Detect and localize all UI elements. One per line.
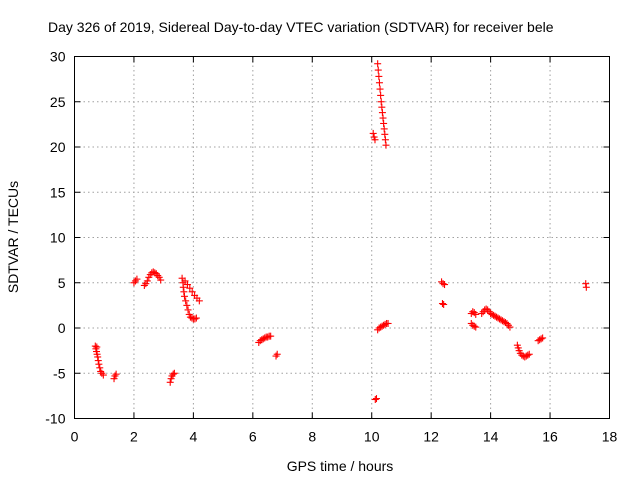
data-point <box>192 314 200 322</box>
data-point <box>382 141 390 149</box>
y-tick-label: 10 <box>50 230 66 246</box>
data-point <box>379 114 387 122</box>
data-point <box>261 334 269 342</box>
data-point <box>381 130 389 138</box>
data-points <box>91 60 590 403</box>
data-point <box>179 283 187 291</box>
y-axis-label: SDTVAR / TECUs <box>5 181 21 293</box>
x-tick-label: 6 <box>249 429 257 445</box>
y-tick-label: 20 <box>50 139 66 155</box>
y-tick-label: 30 <box>50 49 66 65</box>
data-point <box>371 395 379 403</box>
x-axis-label: GPS time / hours <box>287 458 394 474</box>
data-point <box>369 129 377 137</box>
data-point <box>184 306 192 314</box>
y-tick-label: 25 <box>50 94 66 110</box>
data-point <box>377 91 385 99</box>
data-point <box>272 352 280 360</box>
x-tick-label: 18 <box>602 429 618 445</box>
chart-title: Day 326 of 2019, Sidereal Day-to-day VTE… <box>48 19 554 35</box>
data-point <box>182 297 190 305</box>
data-point <box>181 277 189 285</box>
data-point <box>166 378 174 386</box>
data-point <box>375 72 383 80</box>
grid-lines <box>74 56 610 419</box>
axis-ticks <box>74 56 610 419</box>
data-point <box>582 280 590 288</box>
data-point <box>267 332 275 340</box>
data-point <box>180 292 188 300</box>
data-point <box>273 350 281 358</box>
data-point <box>441 281 449 289</box>
data-point <box>381 136 389 144</box>
data-point <box>186 284 194 292</box>
data-point <box>438 300 446 308</box>
data-point <box>264 333 272 341</box>
data-point <box>381 320 389 328</box>
data-point <box>506 323 514 331</box>
data-point <box>376 85 384 93</box>
x-tick-label: 10 <box>364 429 380 445</box>
data-point <box>99 371 107 379</box>
data-point <box>131 277 139 285</box>
x-tick-label: 2 <box>130 429 138 445</box>
data-point <box>371 136 379 144</box>
data-point <box>472 323 480 331</box>
data-point <box>582 283 590 291</box>
data-point <box>133 275 141 283</box>
data-point <box>188 288 196 296</box>
data-point <box>378 109 386 117</box>
data-point <box>537 335 545 343</box>
data-point <box>95 360 103 368</box>
y-tick-label: 0 <box>58 320 66 336</box>
data-point <box>380 119 388 127</box>
data-point <box>539 334 547 342</box>
y-tick-label: -5 <box>53 365 66 381</box>
data-point <box>93 343 101 351</box>
x-tick-label: 8 <box>308 429 316 445</box>
data-point <box>94 353 102 361</box>
data-point <box>470 322 478 330</box>
y-tick-label: -10 <box>45 411 65 427</box>
data-point <box>183 301 191 309</box>
data-point <box>378 103 386 111</box>
data-point <box>439 280 447 288</box>
data-point <box>472 310 480 318</box>
data-point <box>94 357 102 365</box>
data-point <box>377 98 385 106</box>
y-tick-label: 15 <box>50 184 66 200</box>
data-point <box>180 288 188 296</box>
x-tick-label: 4 <box>189 429 197 445</box>
data-point <box>372 395 380 403</box>
data-point <box>96 364 104 372</box>
data-point <box>143 277 151 285</box>
data-point <box>525 350 533 358</box>
data-point <box>157 276 165 284</box>
data-point <box>380 125 388 133</box>
x-tick-label: 12 <box>423 429 439 445</box>
x-tick-label: 16 <box>542 429 558 445</box>
data-point <box>524 351 532 359</box>
y-tick-label: 5 <box>58 275 66 291</box>
data-point <box>375 79 383 87</box>
data-point <box>374 66 382 74</box>
data-point <box>195 297 203 305</box>
data-point <box>183 281 191 289</box>
x-tick-label: 14 <box>483 429 499 445</box>
data-point <box>112 370 120 378</box>
data-point <box>169 370 177 378</box>
data-point <box>191 315 199 323</box>
data-point <box>440 300 448 308</box>
data-point <box>384 319 392 327</box>
data-point <box>374 60 382 68</box>
tick-labels: 0 2 4 6 8 10 12 14 16 18 -10 -5 0 5 10 15 20 25 30 <box>45 49 617 445</box>
x-tick-label: 0 <box>71 429 79 445</box>
data-point <box>170 369 178 377</box>
